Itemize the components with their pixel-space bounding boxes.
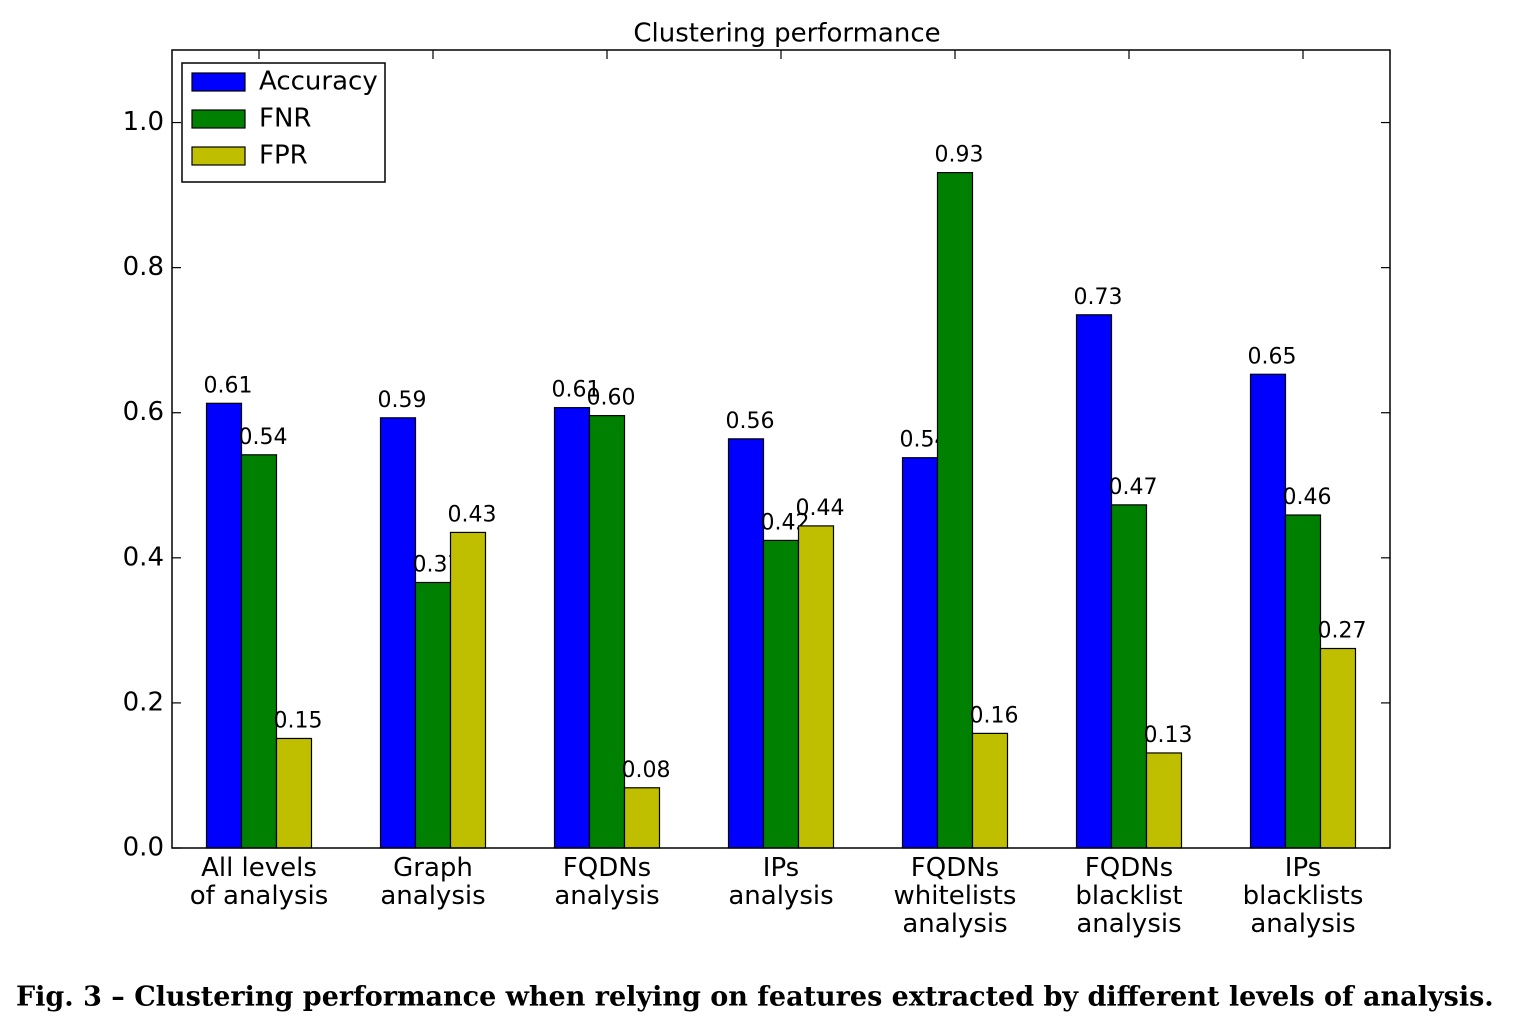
x-tick-label: FQDNs blacklist analysis [1075,853,1182,939]
value-label: 0.13 [1144,723,1193,748]
value-label: 0.16 [970,703,1019,728]
caption: Fig. 3 – Clustering performance when rel… [16,982,1494,1013]
x-tick-label: All levels of analysis [190,853,329,911]
x-tick-label-line: blacklist [1075,881,1182,911]
legend-label: FNR [259,104,311,134]
bar [762,539,800,849]
bar [971,732,1009,849]
x-tick-label: IPs blacklists analysis [1243,853,1364,939]
y-tick-label: 1.0 [123,107,164,137]
x-tick-label-line: IPs [1285,853,1321,883]
value-label: 0.59 [378,388,427,413]
legend-swatch [191,109,246,129]
value-label: 0.46 [1283,485,1332,510]
bar [1075,314,1113,849]
bar [901,457,939,849]
bar [588,415,626,849]
bar [1284,514,1322,849]
value-label: 0.61 [204,373,253,398]
x-tick-label-line: analysis [1076,909,1181,939]
x-tick-label: Graph analysis [380,853,485,911]
x-tick-label: IPs analysis [728,853,833,911]
value-label: 0.15 [274,708,323,733]
bar [240,454,278,849]
value-label: 0.73 [1074,285,1123,310]
value-label: 0.43 [448,502,497,527]
bar [553,407,591,849]
x-tick-label-line: FQDNs [911,853,999,883]
bar [623,787,661,849]
x-tick-label-line: analysis [554,881,659,911]
bar [205,402,243,849]
value-label: 0.27 [1318,619,1367,644]
x-tick-label-line: analysis [728,881,833,911]
y-tick-label: 0.0 [123,833,164,863]
bar [727,438,765,849]
value-label: 0.61 [552,378,601,403]
y-tick-label: 0.2 [123,687,164,717]
x-tick-label-line: of analysis [190,881,329,911]
bar [1319,647,1357,849]
value-label: 0.08 [622,758,671,783]
bar [275,737,313,849]
x-tick-label-line: analysis [380,881,485,911]
bar [936,172,974,849]
plot-frame [171,49,1391,849]
value-label: 0.47 [1109,475,1158,500]
bar [1145,752,1183,849]
chart-title: Clustering performance [633,19,940,49]
value-label: 0.54 [239,425,288,450]
y-tick-label: 0.8 [123,252,164,282]
bar [449,531,487,849]
x-tick-label: FQDNs whitelists analysis [894,853,1017,939]
value-label: 0.44 [796,496,845,521]
x-tick-label: FQDNs analysis [554,853,659,911]
legend-label: FPR [259,141,308,171]
x-tick-label-line: whitelists [894,881,1017,911]
x-tick-label-line: analysis [902,909,1007,939]
value-label: 0.65 [1248,344,1297,369]
x-tick-label-line: FQDNs [1085,853,1173,883]
bar [1249,373,1287,849]
legend-swatch [191,72,246,92]
legend-swatch [191,146,246,166]
legend-label: Accuracy [259,67,378,97]
x-tick-label-line: FQDNs [563,853,651,883]
x-tick-label-line: All levels [201,853,317,883]
x-tick-label-line: analysis [1250,909,1355,939]
value-label: 0.60 [587,386,636,411]
bar [379,417,417,849]
y-tick-label: 0.6 [123,397,164,427]
value-label: 0.56 [726,409,775,434]
y-tick-label: 0.4 [123,542,164,572]
bar [797,525,835,849]
x-tick-label-line: Graph [393,853,473,883]
x-tick-label-line: IPs [763,853,799,883]
bar [414,581,452,849]
x-tick-label-line: blacklists [1243,881,1364,911]
bar [1110,504,1148,849]
value-label: 0.93 [935,143,984,168]
